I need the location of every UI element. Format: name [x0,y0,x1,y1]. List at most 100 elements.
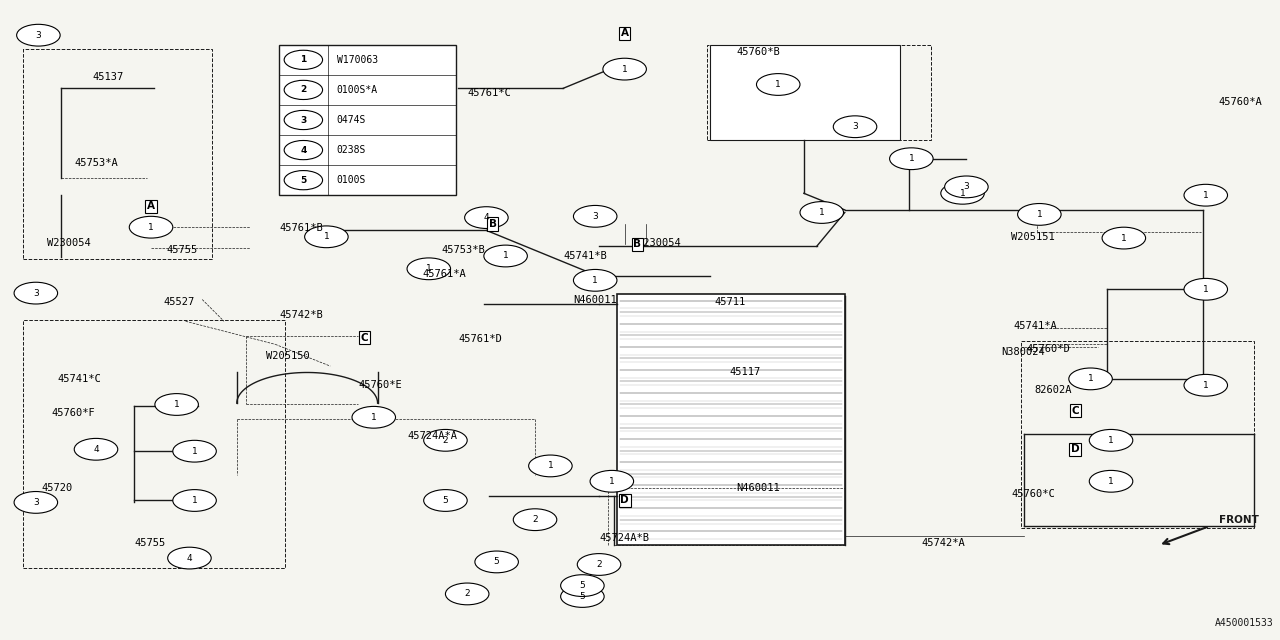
Text: 1: 1 [909,154,914,163]
Circle shape [833,116,877,138]
Circle shape [603,58,646,80]
Text: 45137: 45137 [92,72,123,82]
Text: FRONT: FRONT [1219,515,1258,525]
Text: 5: 5 [580,581,585,590]
Text: 0100S: 0100S [337,175,366,185]
Text: 1: 1 [148,223,154,232]
Circle shape [529,455,572,477]
Text: 3: 3 [852,122,858,131]
Bar [617,294,845,545]
Text: 1: 1 [1203,285,1208,294]
Text: 45760*F: 45760*F [51,408,95,418]
Text: 1: 1 [192,496,197,505]
Bar [279,45,456,195]
Text: 2: 2 [465,589,470,598]
Circle shape [573,205,617,227]
Circle shape [173,490,216,511]
Text: 3: 3 [964,182,969,191]
Text: 1: 1 [1037,210,1042,219]
Text: 45711: 45711 [714,297,745,307]
Text: 1: 1 [548,461,553,470]
Text: 45117: 45117 [730,367,760,378]
Circle shape [445,583,489,605]
Circle shape [890,148,933,170]
Text: 1: 1 [609,477,614,486]
Text: 0100S*A: 0100S*A [337,85,378,95]
Circle shape [573,269,617,291]
Circle shape [74,438,118,460]
Circle shape [561,586,604,607]
Circle shape [590,470,634,492]
Circle shape [1089,470,1133,492]
Text: 45760*D: 45760*D [1027,344,1070,354]
Text: 1: 1 [1121,234,1126,243]
Text: 45724A*A: 45724A*A [407,431,457,442]
Circle shape [756,74,800,95]
Text: 1: 1 [426,264,431,273]
Text: 1: 1 [1108,477,1114,486]
Circle shape [424,429,467,451]
Circle shape [155,394,198,415]
Text: 3: 3 [33,498,38,507]
Text: W205151: W205151 [1011,232,1055,242]
Text: 4: 4 [93,445,99,454]
Circle shape [513,509,557,531]
Text: 45741*A: 45741*A [1014,321,1057,332]
Text: 45742*B: 45742*B [279,310,323,320]
Circle shape [475,551,518,573]
Circle shape [129,216,173,238]
Circle shape [424,490,467,511]
Text: D: D [1071,444,1079,454]
Circle shape [352,406,396,428]
Text: 5: 5 [580,592,585,601]
Text: 45755: 45755 [134,538,165,548]
Text: A: A [621,28,628,38]
Text: 5: 5 [301,175,306,185]
Bar [707,45,931,140]
Circle shape [1018,204,1061,225]
Text: 1: 1 [324,232,329,241]
Circle shape [284,171,323,190]
Text: 45753*B: 45753*B [442,244,485,255]
Text: 0474S: 0474S [337,115,366,125]
Text: 45760*C: 45760*C [1011,489,1055,499]
Text: 4: 4 [301,145,306,155]
Text: 1: 1 [174,400,179,409]
Text: 45761*C: 45761*C [467,88,511,98]
Circle shape [1184,184,1228,206]
Text: A: A [147,201,155,211]
Circle shape [945,176,988,198]
Circle shape [1184,278,1228,300]
Text: N460011: N460011 [573,294,617,305]
Text: W230054: W230054 [47,238,91,248]
Text: W205150: W205150 [266,351,310,362]
Bar [710,45,900,140]
Text: 4: 4 [187,554,192,563]
Text: 45760*E: 45760*E [358,380,402,390]
Circle shape [14,282,58,304]
Text: 45755: 45755 [166,244,197,255]
Bar [23,320,285,568]
Circle shape [561,575,604,596]
Text: A450001533: A450001533 [1215,618,1274,628]
Text: 5: 5 [443,496,448,505]
Text: 3: 3 [593,212,598,221]
Text: 45761*A: 45761*A [422,269,466,279]
Circle shape [284,111,323,130]
Text: 1: 1 [622,65,627,74]
Text: 2: 2 [596,560,602,569]
Circle shape [1184,374,1228,396]
Circle shape [168,547,211,569]
Text: 1: 1 [1088,374,1093,383]
Text: 1: 1 [593,276,598,285]
Text: 45761*D: 45761*D [458,334,502,344]
Text: 3: 3 [301,115,306,125]
Text: B: B [634,239,641,250]
Text: 1: 1 [371,413,376,422]
Bar [23,49,212,259]
Text: 1: 1 [960,189,965,198]
Text: 45741*C: 45741*C [58,374,101,384]
Text: 3: 3 [36,31,41,40]
Text: 1: 1 [1203,191,1208,200]
Text: B: B [489,219,497,229]
